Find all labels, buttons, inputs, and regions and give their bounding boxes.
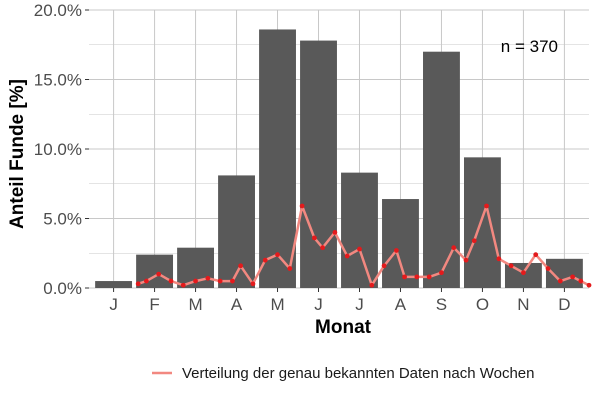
x-tick-label: N	[517, 295, 529, 314]
weekly-point	[193, 278, 198, 284]
bar	[300, 40, 337, 288]
weekly-point	[332, 230, 338, 235]
bar	[341, 172, 378, 288]
weekly-point	[393, 248, 399, 253]
weekly-point	[545, 266, 551, 271]
weekly-point	[381, 263, 387, 269]
line-series	[135, 203, 592, 288]
weekly-point	[414, 274, 420, 280]
weekly-point	[533, 252, 539, 258]
weekly-point	[205, 275, 211, 281]
weekly-point	[426, 274, 432, 280]
weekly-point	[299, 203, 305, 209]
weekly-point	[496, 256, 502, 262]
x-tick-label: M	[270, 295, 284, 314]
weekly-point	[463, 257, 469, 263]
legend-label: Verteilung der genau bekannten Daten nac…	[182, 365, 535, 382]
y-axis-title: Anteil Funde [%]	[7, 79, 28, 229]
x-axis-title: Monat	[315, 317, 372, 338]
weekly-point	[402, 274, 407, 280]
bar	[464, 157, 501, 288]
weekly-point	[471, 238, 477, 244]
bar	[95, 281, 133, 288]
x-tick-label: O	[476, 295, 489, 314]
weekly-point	[320, 245, 326, 251]
weekly-point	[312, 235, 317, 241]
weekly-line	[137, 204, 590, 287]
weekly-point	[217, 278, 223, 284]
weekly-point	[357, 246, 362, 252]
bars	[95, 29, 583, 289]
weekly-point	[369, 282, 375, 288]
weekly-point	[570, 274, 576, 280]
y-tick-label: 20.0%	[34, 1, 82, 20]
weekly-point	[344, 253, 350, 259]
weekly-point	[230, 278, 235, 284]
weekly-point	[238, 263, 244, 269]
x-tick-label: J	[109, 295, 118, 314]
weekly-point	[262, 257, 268, 263]
weekly-point	[557, 278, 563, 284]
legend: Verteilung der genau bekannten Daten nac…	[152, 365, 535, 382]
weekly-point	[143, 278, 149, 284]
weekly-point	[439, 270, 444, 276]
x-tick-label: D	[558, 295, 570, 314]
weekly-point	[156, 271, 162, 277]
sample-size-annotation: n = 370	[501, 37, 558, 56]
x-tick-label: J	[355, 295, 364, 314]
x-tick-label: F	[149, 295, 159, 314]
bar	[259, 29, 296, 289]
weekly-point	[451, 245, 457, 251]
weekly-point	[521, 270, 526, 276]
x-tick-label: A	[231, 295, 243, 314]
bar	[423, 51, 460, 289]
y-tick-label: 10.0%	[34, 140, 82, 159]
x-tick-label: M	[188, 295, 202, 314]
y-axis: 0.0% 5.0% 10.0% 15.0% 20.0%	[34, 1, 89, 298]
weekly-point	[578, 278, 584, 284]
bar	[382, 199, 419, 288]
x-tick-label: J	[314, 295, 323, 314]
weekly-point	[135, 281, 141, 287]
weekly-point	[586, 282, 592, 288]
y-tick-label: 15.0%	[34, 71, 82, 90]
y-tick-label: 0.0%	[43, 279, 82, 298]
weekly-point	[287, 266, 293, 271]
weekly-point	[180, 282, 186, 288]
bar	[218, 175, 255, 288]
weekly-point	[275, 252, 280, 258]
x-tick-label: S	[436, 295, 447, 314]
weekly-point	[250, 281, 256, 287]
weekly-point	[484, 203, 489, 209]
weekly-point	[168, 278, 174, 284]
y-tick-label: 5.0%	[43, 210, 82, 229]
weekly-point	[508, 263, 514, 269]
x-tick-label: A	[395, 295, 407, 314]
